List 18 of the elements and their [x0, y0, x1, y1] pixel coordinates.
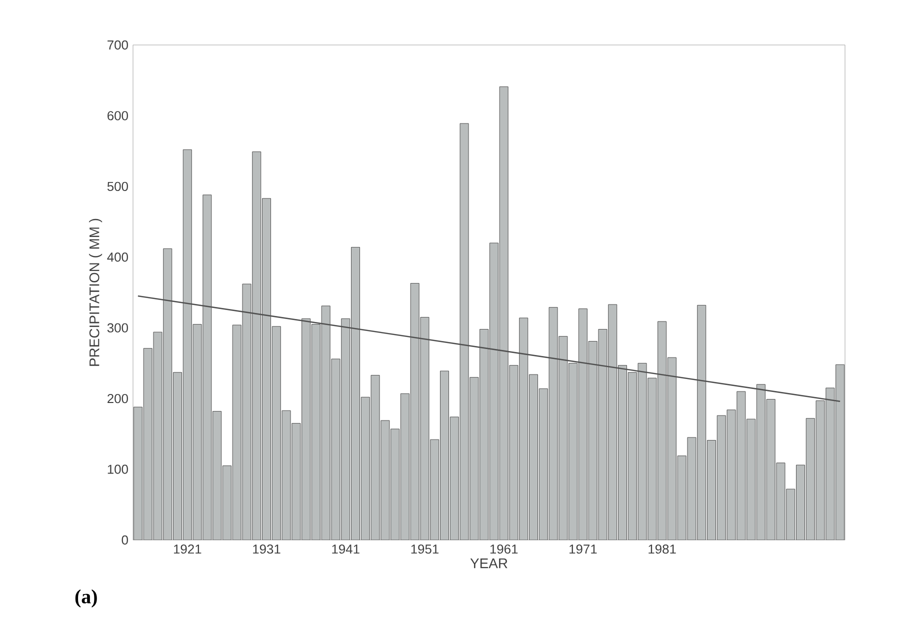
y-tick-label: 600 [108, 111, 128, 120]
x-tick-label: 1961 [490, 544, 518, 554]
y-tick-label: 700 [108, 40, 128, 50]
x-tick-label: 1971 [570, 544, 597, 554]
y-tick-label: 0 [122, 535, 128, 545]
text: (a) [75, 589, 97, 608]
y-axis-title: PRECIPITATION ( MM ) [89, 218, 102, 366]
x-tick-label: 1931 [253, 544, 280, 554]
y-tick-label: 400 [107, 252, 128, 262]
x-tick-label: 1951 [411, 544, 439, 554]
y-tick-label: 300 [107, 323, 128, 332]
x-tick-label: 1921 [174, 544, 202, 554]
x-tick-label: 1981 [648, 544, 676, 554]
x-tick-label: 1941 [332, 544, 360, 554]
y-tick-label: 200 [108, 394, 128, 404]
y-tick-label: 500 [107, 182, 128, 191]
x-axis-title: YEAR [470, 558, 508, 568]
y-tick-label: 100 [108, 464, 128, 474]
